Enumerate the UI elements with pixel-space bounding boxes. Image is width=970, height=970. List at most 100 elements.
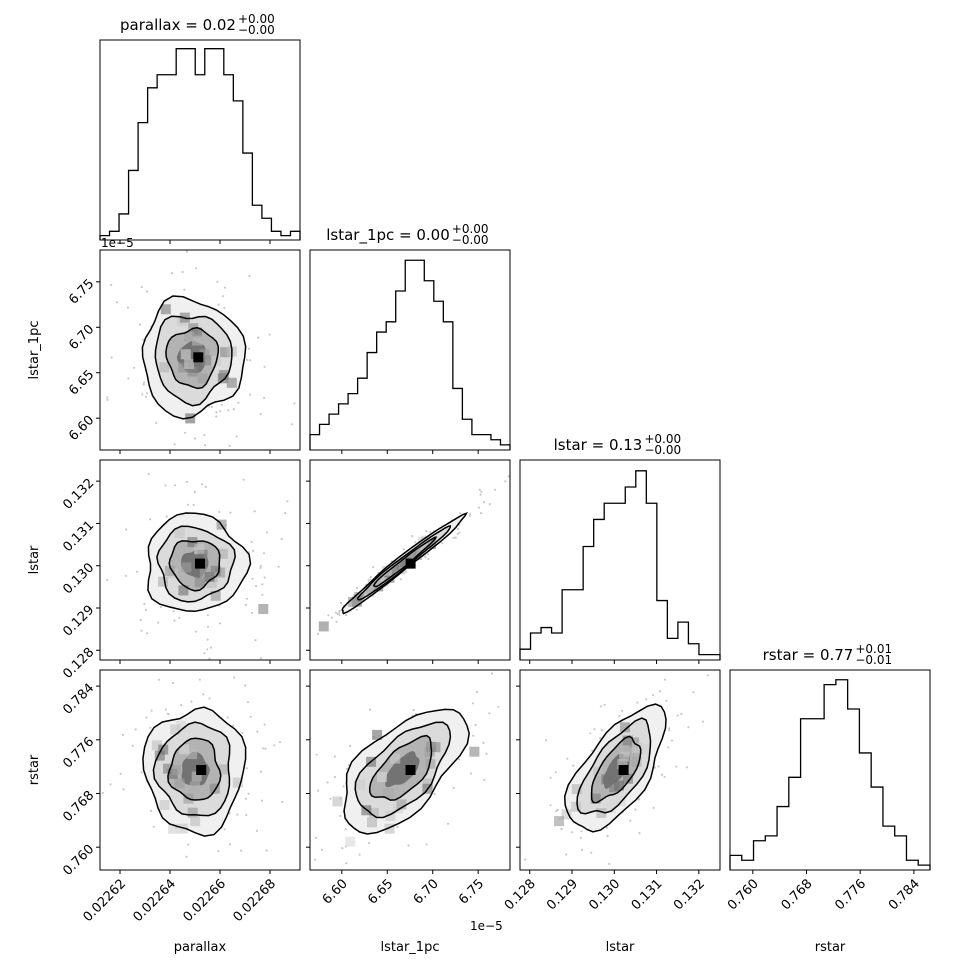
y-tick-label: 6.70 — [66, 322, 97, 353]
sample-point — [316, 632, 320, 636]
sample-point — [265, 531, 269, 534]
contour-line — [141, 295, 247, 420]
density-cell — [158, 576, 168, 587]
sample-point — [599, 705, 602, 708]
sample-point — [447, 822, 450, 825]
sample-point — [317, 789, 320, 792]
sample-point — [330, 616, 333, 619]
contour-line — [368, 734, 433, 801]
sample-point — [219, 410, 222, 413]
sample-point — [425, 530, 428, 533]
sample-point — [122, 788, 125, 791]
sample-point — [240, 849, 243, 852]
x-tick-label: 0.02268 — [230, 876, 279, 925]
density-cell — [201, 355, 212, 366]
sample-point — [618, 714, 621, 718]
sample-point — [660, 773, 664, 776]
x-tick-label: 6.60 — [320, 876, 351, 907]
density-cell — [178, 585, 189, 596]
sample-point — [198, 678, 201, 681]
density-cell — [345, 836, 356, 847]
sample-point — [335, 620, 338, 623]
density-cell — [159, 800, 170, 810]
x-tick-label: 0.760 — [725, 876, 762, 913]
sample-point — [263, 396, 266, 399]
sample-point — [675, 765, 678, 768]
sample-point — [670, 739, 674, 742]
sample-point — [157, 678, 160, 681]
density-cell — [623, 773, 633, 784]
density-cell — [571, 784, 582, 795]
sample-point — [110, 356, 113, 359]
sample-point — [259, 770, 263, 773]
sample-point — [185, 250, 188, 253]
x-axis-label-lstar: lstar — [606, 940, 635, 955]
sample-point — [706, 674, 709, 677]
contour-line — [576, 717, 652, 815]
sample-point — [210, 405, 213, 409]
title-main: lstar_1pc = 0.00 — [326, 226, 450, 245]
x-tick-label: 6.70 — [411, 876, 442, 907]
sample-point — [315, 753, 318, 756]
contour-line — [167, 737, 222, 801]
sample-point — [636, 701, 639, 704]
title-lower-error: −0.00 — [452, 233, 489, 247]
sample-point — [232, 408, 235, 411]
density-cell — [355, 779, 365, 790]
sample-point — [345, 614, 348, 617]
sample-point — [606, 835, 609, 838]
sample-point — [433, 792, 436, 796]
sample-point — [185, 855, 188, 858]
y-tick-label: 0.129 — [60, 603, 97, 640]
x-offset-label-lstar-1pc: 1e−5 — [470, 919, 503, 933]
sample-point — [149, 726, 152, 729]
sample-point — [429, 531, 432, 534]
sample-point — [173, 619, 176, 622]
y-tick-label: 0.768 — [60, 788, 97, 825]
density-panel-lstar-vs-parallax — [106, 473, 289, 660]
sample-point — [115, 301, 119, 304]
sample-point — [192, 503, 195, 507]
sample-point — [524, 858, 527, 861]
sample-point — [228, 812, 231, 815]
sample-point — [454, 536, 457, 539]
density-cell — [601, 774, 612, 785]
sample-point — [634, 808, 637, 811]
density-cell — [367, 817, 377, 828]
sample-point — [245, 767, 248, 770]
sample-point — [692, 691, 695, 694]
sample-point — [256, 730, 259, 733]
density-cell — [210, 590, 221, 601]
sample-point — [411, 535, 414, 538]
density-cell — [377, 772, 387, 783]
sample-point — [164, 484, 167, 487]
sample-point — [471, 702, 474, 705]
sample-point — [155, 421, 158, 425]
sample-point — [259, 413, 262, 416]
sample-point — [621, 709, 624, 712]
title-parallax: parallax = 0.02 +0.00−0.00 — [120, 12, 275, 37]
sample-point — [507, 475, 510, 478]
sample-point — [338, 609, 341, 613]
sample-point — [110, 283, 113, 287]
sample-point — [259, 564, 262, 568]
panel-frame-lstar — [519, 459, 721, 661]
sample-point — [414, 541, 417, 544]
density-cell — [609, 782, 620, 793]
sample-point — [488, 712, 491, 715]
sample-point — [255, 829, 259, 833]
panel-frame-rstar — [729, 669, 931, 871]
density-cell — [554, 816, 564, 827]
y-tick-label: 6.65 — [66, 367, 97, 398]
panel-frame-lstar-1pc-vs-parallax — [99, 249, 301, 451]
sample-point — [202, 693, 205, 696]
sample-point — [638, 832, 641, 835]
sample-point — [223, 286, 227, 289]
sample-point — [106, 578, 109, 582]
sample-point — [201, 483, 204, 486]
sample-point — [170, 272, 173, 275]
title-main: rstar = 0.77 — [763, 646, 854, 664]
density-cell — [631, 756, 642, 767]
sample-point — [217, 303, 220, 306]
density-cell — [190, 816, 201, 827]
